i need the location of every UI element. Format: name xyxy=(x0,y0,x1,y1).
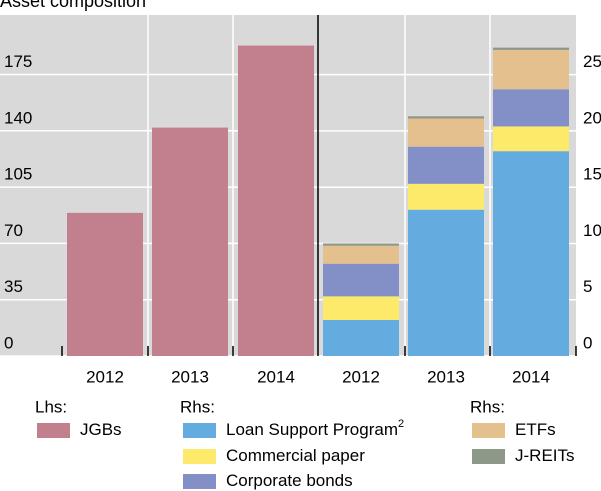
legend-heading: Rhs: xyxy=(180,397,215,416)
bar-segment xyxy=(493,47,569,50)
y-tick-label: 70 xyxy=(4,221,23,240)
legend-label: Commercial paper xyxy=(226,446,365,465)
bar xyxy=(67,212,143,356)
legend-label: JGBs xyxy=(80,420,122,439)
legend-heading: Rhs: xyxy=(470,397,505,416)
y-tick-label: 15 xyxy=(583,165,601,184)
bar-segment xyxy=(493,89,569,127)
bar-segment xyxy=(493,126,569,152)
x-tick-label: 2012 xyxy=(86,367,124,386)
x-tick-label: 2013 xyxy=(427,367,465,386)
legend-label: Corporate bonds xyxy=(226,471,353,490)
legend-text: ETFs xyxy=(515,420,556,439)
x-tick-label: 2013 xyxy=(171,367,209,386)
y-tick-label: 25 xyxy=(583,52,601,71)
legend-label: Loan Support Program2 xyxy=(226,418,404,440)
chart-title: Asset composition xyxy=(0,0,146,11)
bar-segment xyxy=(408,209,484,356)
bar-segment xyxy=(323,296,399,320)
legend-swatch xyxy=(183,474,216,489)
x-tick-label: 2014 xyxy=(512,367,550,386)
bar-segment xyxy=(323,263,399,297)
legend-text: JGBs xyxy=(80,420,122,439)
legend-label: J-REITs xyxy=(515,446,575,465)
legend-heading: Lhs: xyxy=(35,397,67,416)
x-tick-label: 2014 xyxy=(257,367,295,386)
x-tick-label: 2012 xyxy=(342,367,380,386)
y-tick-label: 175 xyxy=(4,52,32,71)
legend-swatch xyxy=(472,449,505,464)
y-tick-label: 20 xyxy=(583,108,601,127)
bar-segment xyxy=(323,319,399,356)
legend-footnote: 2 xyxy=(398,418,404,430)
y-tick-label: 140 xyxy=(4,108,32,127)
y-tick-label: 0 xyxy=(4,333,13,352)
legend-text: J-REITs xyxy=(515,446,575,465)
legend-text: Corporate bonds xyxy=(226,471,353,490)
bar-segment xyxy=(323,245,399,264)
y-tick-label: 5 xyxy=(583,277,592,296)
bar-segment xyxy=(408,146,484,184)
legend-swatch xyxy=(472,423,505,438)
bar-segment xyxy=(408,116,484,119)
bar-segment xyxy=(493,151,569,356)
y-tick-label: 10 xyxy=(583,221,601,240)
bar-segment xyxy=(493,49,569,90)
legend-swatch xyxy=(37,423,70,438)
bar-segment xyxy=(408,118,484,147)
bar xyxy=(152,127,228,357)
legend-text: Commercial paper xyxy=(226,446,365,465)
legend-swatch xyxy=(183,423,216,438)
bar xyxy=(238,45,314,357)
y-tick-label: 35 xyxy=(4,277,23,296)
bar-segment xyxy=(323,243,399,246)
bar-segment xyxy=(408,183,484,210)
legend-swatch xyxy=(183,449,216,464)
legend-text: Loan Support Program xyxy=(226,420,398,439)
legend-label: ETFs xyxy=(515,420,556,439)
y-tick-label: 0 xyxy=(583,333,592,352)
y-tick-label: 105 xyxy=(4,165,32,184)
